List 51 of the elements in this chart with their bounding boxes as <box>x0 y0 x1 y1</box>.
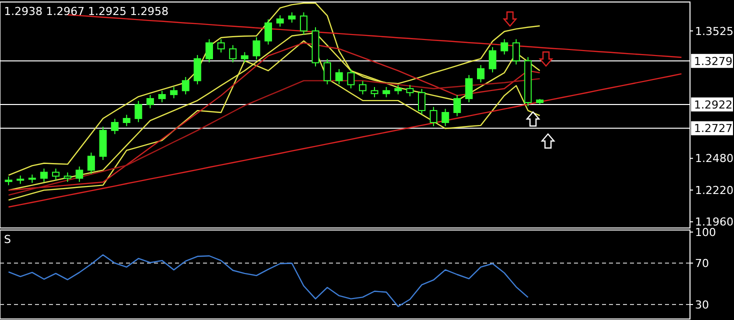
candlestick <box>87 152 95 174</box>
candlestick <box>418 88 426 115</box>
y-tick-label: 70 <box>695 256 709 270</box>
ref-line-label: 1.2922 <box>694 98 732 112</box>
chart-title: S <box>4 233 11 246</box>
candlestick <box>229 44 237 63</box>
candlestick <box>358 80 366 95</box>
candlestick <box>477 64 485 83</box>
candlestick <box>512 38 520 65</box>
candlestick <box>76 166 84 182</box>
candlestick <box>240 52 248 63</box>
candlestick <box>194 54 202 85</box>
y-tick-label: 1.2480 <box>695 152 734 166</box>
candlestick <box>335 68 343 85</box>
ref-line-label: 1.2727 <box>694 122 732 136</box>
candlestick <box>205 38 213 63</box>
candlestick <box>300 12 308 36</box>
candlestick <box>382 86 390 98</box>
candlestick <box>453 94 461 117</box>
line-series <box>8 254 529 308</box>
candlestick <box>64 172 72 182</box>
y-tick-label: 1.3525 <box>695 24 734 38</box>
candlestick <box>252 36 260 60</box>
candlestick <box>40 168 48 182</box>
candlestick <box>170 86 178 99</box>
candlestick <box>370 86 378 98</box>
candlestick <box>217 38 225 53</box>
candlestick <box>122 114 130 127</box>
candlestick <box>146 94 154 109</box>
candlestick <box>406 84 414 97</box>
candlestick <box>465 74 473 103</box>
candlestick <box>488 46 496 73</box>
candlestick <box>430 106 438 127</box>
candlestick <box>324 58 332 85</box>
candlestick <box>394 84 402 95</box>
candlestick <box>264 18 272 46</box>
y-tick-label: 1.2220 <box>695 184 734 197</box>
line-series <box>8 73 682 208</box>
candlestick <box>500 38 508 55</box>
candlestick <box>158 90 166 103</box>
chart-title: 1.2938 1.2967 1.2925 1.2958 <box>4 5 168 18</box>
candlestick <box>442 108 450 127</box>
candlestick <box>288 12 296 24</box>
candlestick <box>111 118 119 135</box>
candlestick <box>347 68 355 89</box>
candlestick <box>134 100 142 123</box>
y-tick-label: 30 <box>695 298 709 312</box>
candlestick <box>52 168 60 180</box>
ref-line-label: 1.3279 <box>694 54 732 68</box>
candlestick <box>276 14 284 28</box>
candlestick <box>182 76 190 95</box>
